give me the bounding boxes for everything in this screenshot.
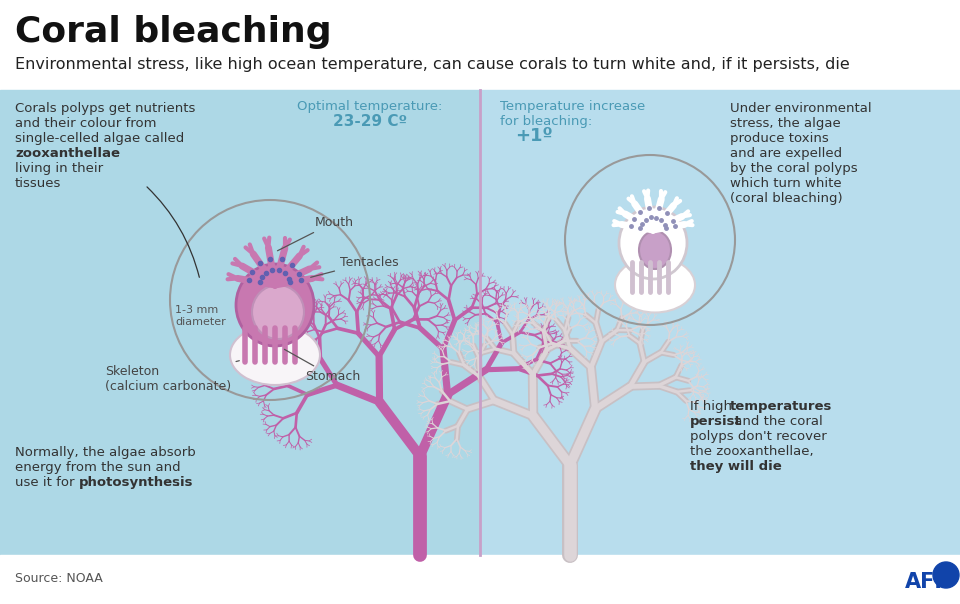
Text: Under environmental: Under environmental xyxy=(730,102,872,115)
Ellipse shape xyxy=(236,264,314,346)
Text: temperatures: temperatures xyxy=(730,400,832,413)
Text: energy from the sun and: energy from the sun and xyxy=(15,461,180,474)
Text: AFP: AFP xyxy=(905,572,950,592)
Text: stress, the algae: stress, the algae xyxy=(730,117,841,130)
Text: living in their: living in their xyxy=(15,162,103,175)
Text: and are expelled: and are expelled xyxy=(730,147,842,160)
Bar xyxy=(0,0,960,90)
Bar xyxy=(0,90,480,555)
Text: Environmental stress, like high ocean temperature, can cause corals to turn whit: Environmental stress, like high ocean te… xyxy=(15,57,850,72)
Text: Optimal temperature:: Optimal temperature: xyxy=(298,100,443,113)
Ellipse shape xyxy=(639,231,671,269)
Text: Corals polyps get nutrients: Corals polyps get nutrients xyxy=(15,102,196,115)
Text: produce toxins: produce toxins xyxy=(730,132,828,145)
Text: 23-29 Cº: 23-29 Cº xyxy=(333,114,407,129)
Text: Stomach: Stomach xyxy=(284,349,360,383)
Text: If high: If high xyxy=(690,400,736,413)
Text: and their colour from: and their colour from xyxy=(15,117,156,130)
Text: Tentacles: Tentacles xyxy=(311,255,398,277)
Text: zooxanthellae: zooxanthellae xyxy=(15,147,120,160)
Text: Coral bleaching: Coral bleaching xyxy=(15,15,331,49)
Bar xyxy=(480,90,960,555)
Text: single-celled algae called: single-celled algae called xyxy=(15,132,184,145)
Text: Normally, the algae absorb: Normally, the algae absorb xyxy=(15,446,196,459)
Text: Skeleton
(calcium carbonate): Skeleton (calcium carbonate) xyxy=(105,361,239,393)
Text: and the coral: and the coral xyxy=(730,415,823,428)
Circle shape xyxy=(933,562,959,588)
Text: Temperature increase
for bleaching:: Temperature increase for bleaching: xyxy=(500,100,645,128)
Ellipse shape xyxy=(252,285,304,339)
Ellipse shape xyxy=(615,257,695,312)
Text: the zooxanthellae,: the zooxanthellae, xyxy=(690,445,814,458)
Text: which turn white: which turn white xyxy=(730,177,842,190)
Text: use it for: use it for xyxy=(15,476,79,489)
Text: Source: NOAA: Source: NOAA xyxy=(15,572,103,585)
Text: Mouth: Mouth xyxy=(277,216,354,251)
Ellipse shape xyxy=(230,325,320,385)
Text: by the coral polyps: by the coral polyps xyxy=(730,162,857,175)
Text: (coral bleaching): (coral bleaching) xyxy=(730,192,843,205)
Text: they will die: they will die xyxy=(690,460,781,473)
Text: photosynthesis: photosynthesis xyxy=(79,476,194,489)
Text: persist: persist xyxy=(690,415,742,428)
Text: 1-3 mm
diameter: 1-3 mm diameter xyxy=(175,305,226,327)
Ellipse shape xyxy=(619,207,687,279)
Bar xyxy=(0,555,960,604)
Text: tissues: tissues xyxy=(15,177,61,190)
Text: .: . xyxy=(176,476,180,489)
Text: +1º: +1º xyxy=(515,127,553,145)
Text: polyps don't recover: polyps don't recover xyxy=(690,430,827,443)
